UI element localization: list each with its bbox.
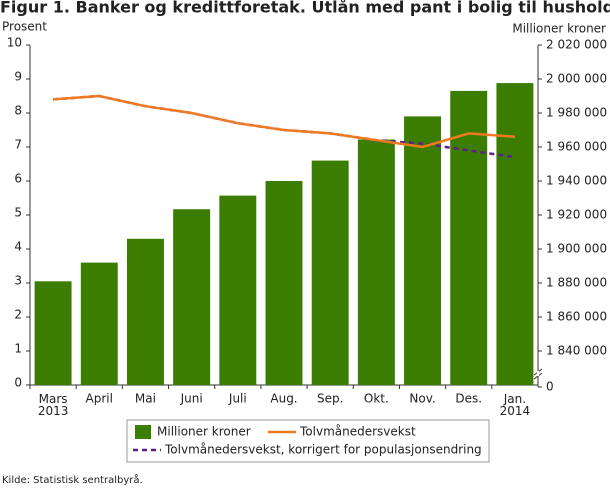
legend-swatch [135,425,151,439]
y-tick-label: 7 [14,138,22,152]
x-tick-label: Sep. [317,392,343,406]
y2-tick-label: 1 880 000 [546,276,607,290]
bar [126,238,164,385]
y-tick-label: 9 [14,70,22,84]
y-tick-label: 5 [14,206,22,220]
x-tick-label: Aug. [270,392,297,406]
x-tick-label: April [86,392,113,406]
bar [34,281,72,385]
chart-title: Figur 1. Banker og kredittforetak. Utlån… [0,0,610,17]
bar [311,160,349,385]
y2-tick-label: 1 840 000 [546,344,607,358]
bar [450,90,488,386]
legend-label: Tolvmånedersvekst [299,425,416,439]
y2-axis-label: Millioner kroner [512,22,606,36]
y-tick-label: 3 [14,274,22,288]
bar [496,83,534,385]
x-tick-label: Nov. [409,392,435,406]
y2-tick-label: 2 020 000 [546,38,607,52]
y2-tick-label: 1 940 000 [546,174,607,188]
bar [219,195,257,385]
legend-label: Millioner kroner [157,425,251,439]
legend-label: Tolvmånedersvekst, korrigert for populas… [164,443,482,457]
line [52,94,516,159]
x-tick-label: Juli [228,392,247,406]
y2-tick-label: 0 [546,380,554,394]
y-tick-label: 8 [14,104,22,118]
x-tick-label: Des. [455,392,482,406]
x-tick-label: Juni [180,392,203,406]
y-tick-label: 1 [14,342,22,356]
bar [80,262,118,385]
y-tick-label: 10 [7,36,22,50]
y-tick-label: 2 [14,308,22,322]
legend-box [126,419,490,463]
y2-tick-label: 2 000 000 [546,72,607,86]
y-tick-label: 0 [14,376,22,390]
bar [265,181,303,385]
bar [404,116,442,386]
y2-tick-label: 1 920 000 [546,208,607,222]
y-axis-label: Prosent [2,20,47,34]
y2-tick-label: 1 960 000 [546,140,607,154]
x-tick-label: Mai [135,392,156,406]
y-tick-label: 6 [14,172,22,186]
line [52,94,516,149]
source: Kilde: Statistisk sentralbyrå. [2,473,143,486]
y2-tick-label: 1 860 000 [546,310,607,324]
y2-tick-label: 1 980 000 [546,106,607,120]
x-tick-label: Jan. 2014 [500,392,531,418]
bar [173,209,211,385]
y-tick-label: 4 [14,240,22,254]
axis-break-gap [537,371,539,376]
x-tick-label: Okt. [364,392,389,406]
y2-tick-label: 1 900 000 [546,242,607,256]
x-tick-label: Mars 2013 [38,392,69,418]
bar [357,139,395,385]
